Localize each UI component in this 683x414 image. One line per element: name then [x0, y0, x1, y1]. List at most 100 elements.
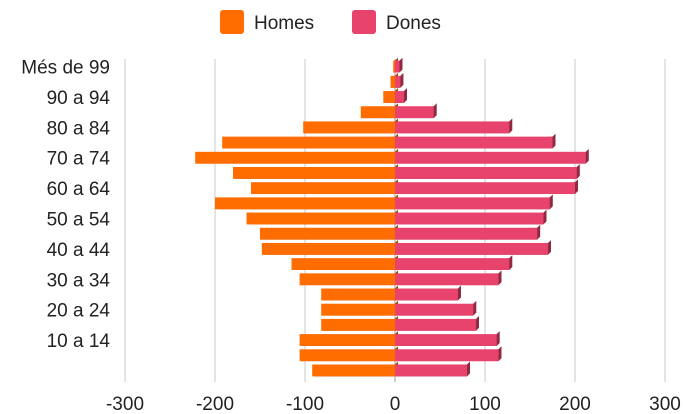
bar-homes-90-a-94 — [383, 88, 398, 103]
bar-homes-25-a-29 — [321, 285, 398, 301]
bar-front-face — [395, 288, 458, 301]
bar-front-face — [395, 75, 401, 88]
bar-front-face — [195, 151, 395, 164]
bar-front-face — [291, 258, 395, 270]
bar-homes-60-a-64 — [251, 179, 398, 195]
bar-front-face — [395, 136, 553, 149]
bar-front-face — [395, 349, 499, 362]
x-tick-label: 300 — [649, 394, 681, 414]
legend-item-homes: Homes — [220, 10, 314, 34]
legend-item-dones: Dones — [352, 10, 441, 34]
bar-homes-0-a-4 — [312, 361, 398, 377]
bar-dones-20-a-24 — [395, 300, 477, 316]
bar-homes-20-a-24 — [321, 300, 398, 316]
y-tick-label: Més de 99 — [21, 58, 110, 79]
bar-front-face — [299, 349, 395, 362]
bars — [195, 57, 589, 377]
bar-front-face — [312, 364, 395, 377]
bar-front-face — [393, 60, 395, 73]
bar-front-face — [246, 212, 395, 225]
bar-homes-10-a-14 — [299, 331, 398, 346]
x-tick-label: 200 — [559, 394, 591, 414]
bar-dones-30-a-34 — [395, 270, 502, 286]
bar-front-face — [321, 303, 395, 316]
bar-front-face — [303, 121, 395, 134]
bar-dones-95-a-99 — [395, 72, 404, 88]
bar-front-face — [395, 60, 400, 73]
bar-front-face — [395, 91, 404, 103]
bar-homes-65-a-69 — [233, 164, 398, 179]
bar-front-face — [299, 334, 395, 346]
bar-homes-70-a-74 — [195, 148, 398, 164]
bar-homes-55-a-59 — [215, 194, 398, 210]
bar-front-face — [383, 91, 395, 103]
bar-front-face — [395, 212, 544, 225]
bar-front-face — [395, 121, 510, 134]
bar-front-face — [299, 273, 395, 286]
bar-dones-15-a-19 — [395, 315, 479, 331]
x-tick-label: 100 — [469, 394, 501, 414]
bar-dones-0-a-4 — [395, 361, 470, 377]
y-tick-label: 80 a 84 — [47, 118, 111, 139]
y-tick-label: 70 a 74 — [47, 149, 111, 170]
y-tick-label: 30 a 34 — [47, 270, 111, 291]
bar-homes-75-a-79 — [222, 133, 398, 149]
bar-dones-90-a-94 — [395, 88, 407, 103]
bar-homes-50-a-54 — [246, 209, 398, 225]
y-tick-label: 20 a 24 — [47, 301, 111, 322]
bar-front-face — [395, 197, 550, 210]
legend-label: Dones — [386, 13, 441, 34]
y-tick-label: 60 a 64 — [47, 179, 111, 200]
bar-front-face — [395, 334, 497, 346]
y-tick-label: 50 a 54 — [47, 210, 111, 231]
bar-homes-40-a-44 — [261, 239, 398, 255]
bar-dones-35-a-39 — [395, 255, 513, 270]
bar-front-face — [395, 242, 548, 255]
bar-front-face — [251, 182, 395, 195]
bar-front-face — [395, 167, 577, 179]
bar-dones-75-a-79 — [395, 133, 556, 149]
legend-swatch — [220, 10, 244, 34]
bar-front-face — [395, 151, 586, 164]
x-tick-label: -200 — [196, 394, 234, 414]
x-tick-label: -300 — [106, 394, 144, 414]
bar-front-face — [395, 364, 467, 377]
bar-dones-més-de-99 — [395, 57, 403, 73]
bar-homes-85-a-89 — [360, 103, 398, 119]
bar-front-face — [260, 227, 395, 240]
x-axis: -300 -200 -100 0 100 200 300 — [106, 394, 681, 414]
bar-front-face — [390, 75, 395, 88]
bar-front-face — [395, 182, 575, 195]
bar-front-face — [395, 106, 434, 119]
y-axis: 10 a 14 20 a 24 30 a 34 40 a 44 50 a 54 60 a … — [21, 58, 110, 352]
bar-front-face — [233, 167, 395, 179]
bar-dones-55-a-59 — [395, 194, 553, 210]
bar-dones-5-a-9 — [395, 346, 502, 362]
bar-dones-60-a-64 — [395, 179, 578, 195]
bar-dones-10-a-14 — [395, 331, 500, 346]
bar-front-face — [395, 303, 474, 316]
bar-homes-80-a-84 — [303, 118, 398, 134]
y-tick-label: 40 a 44 — [47, 240, 111, 261]
bar-dones-65-a-69 — [395, 164, 580, 179]
bar-homes-35-a-39 — [291, 255, 398, 270]
bar-front-face — [321, 288, 395, 301]
bar-homes-15-a-19 — [321, 315, 398, 331]
bar-front-face — [395, 273, 499, 286]
bar-front-face — [215, 197, 395, 210]
bar-dones-85-a-89 — [395, 103, 437, 119]
y-tick-label: 10 a 14 — [47, 331, 111, 352]
x-tick-label: -100 — [286, 394, 324, 414]
bar-front-face — [395, 258, 510, 270]
bar-front-face — [360, 106, 395, 119]
bar-front-face — [261, 242, 395, 255]
legend: Homes Dones — [220, 10, 441, 34]
bar-dones-50-a-54 — [395, 209, 547, 225]
bar-dones-40-a-44 — [395, 239, 551, 255]
bar-front-face — [321, 318, 395, 331]
bar-front-face — [395, 227, 538, 240]
bar-dones-25-a-29 — [395, 285, 461, 301]
x-tick-label: 0 — [390, 394, 401, 414]
legend-label: Homes — [254, 13, 314, 34]
legend-swatch — [352, 10, 376, 34]
